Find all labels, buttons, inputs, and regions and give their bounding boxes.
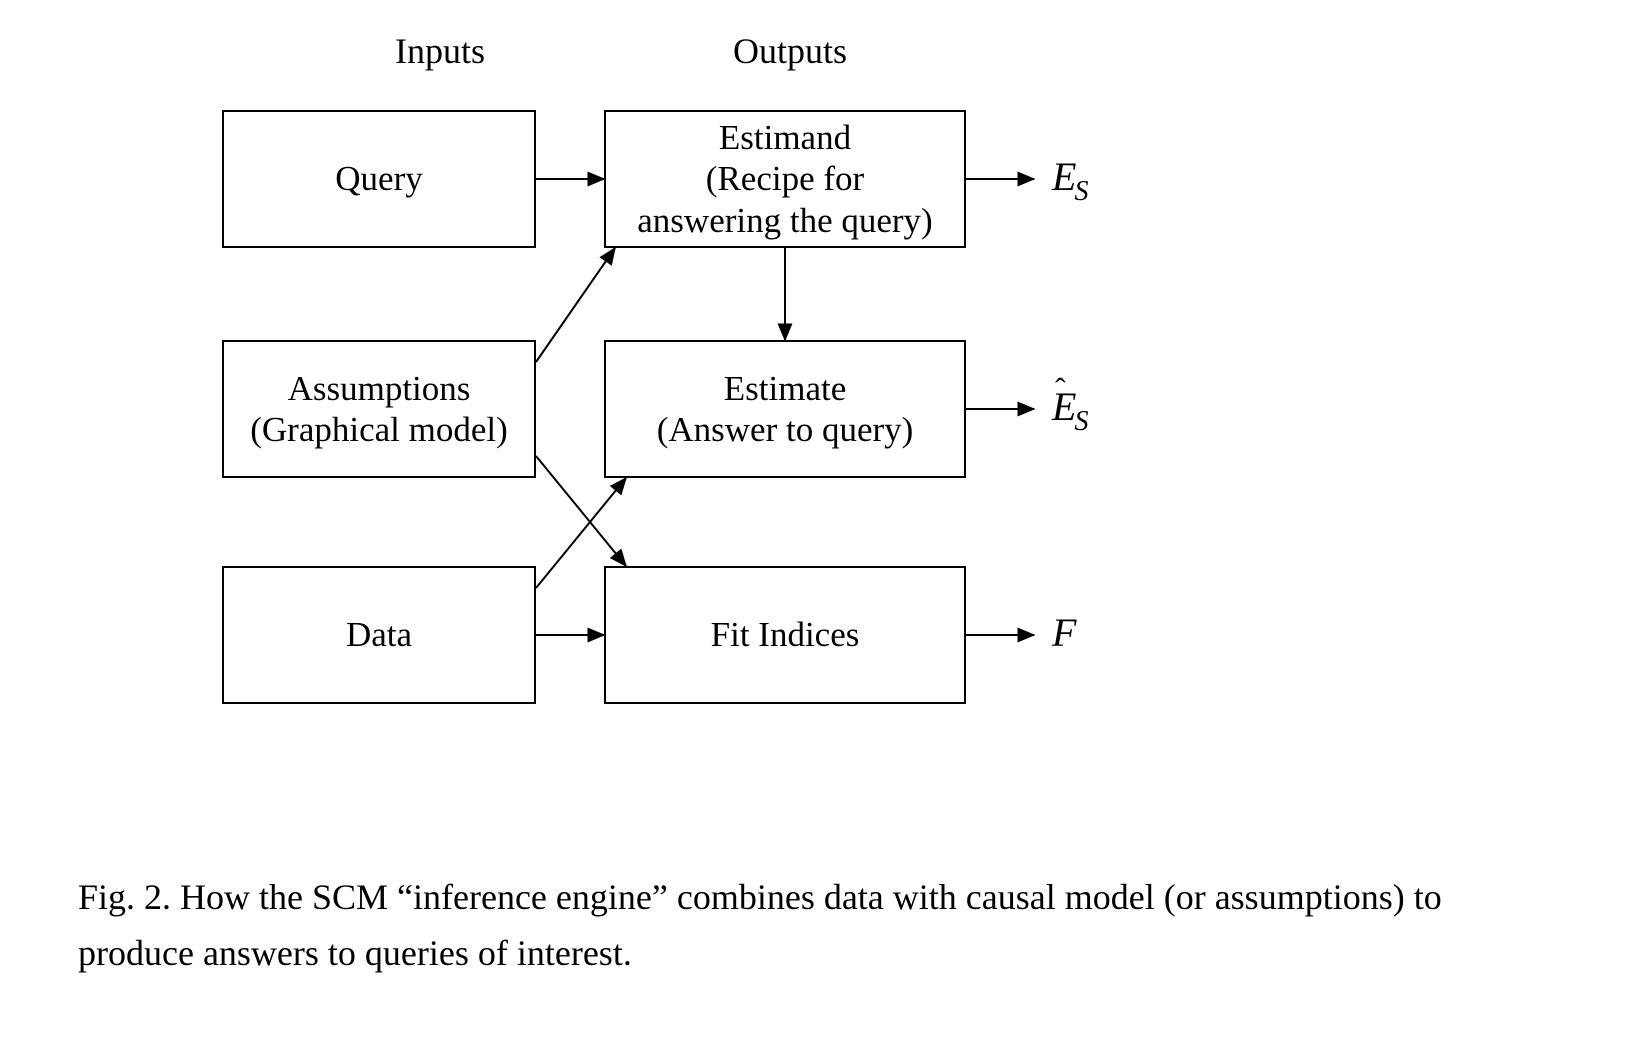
output-ES-sub: S: [1074, 176, 1088, 207]
node-fit: Fit Indices: [604, 566, 966, 704]
output-EhatS: ˆ ES: [1052, 383, 1090, 432]
output-ES-main: E: [1052, 154, 1076, 199]
node-estimand: Estimand (Recipe for answering the query…: [604, 110, 966, 248]
output-F-main: F: [1052, 610, 1076, 655]
node-assumptions: Assumptions (Graphical model): [222, 340, 536, 478]
output-EhatS-sub: S: [1074, 406, 1088, 437]
node-query-label: Query: [335, 158, 422, 199]
diagram-stage: Inputs Outputs Query Assumptions (Graphi…: [0, 0, 1628, 1048]
output-F: F: [1052, 609, 1076, 656]
node-estimand-label: Estimand (Recipe for answering the query…: [637, 117, 932, 241]
node-estimate-label: Estimate (Answer to query): [657, 368, 914, 451]
header-inputs: Inputs: [340, 30, 540, 72]
node-assumptions-label: Assumptions (Graphical model): [250, 368, 508, 451]
node-fit-label: Fit Indices: [711, 614, 860, 655]
node-estimate: Estimate (Answer to query): [604, 340, 966, 478]
figure-caption: Fig. 2. How the SCM “inference engine” c…: [78, 870, 1558, 982]
output-EhatS-hat: ˆ: [1055, 371, 1066, 408]
header-outputs: Outputs: [690, 30, 890, 72]
node-data: Data: [222, 566, 536, 704]
node-query: Query: [222, 110, 536, 248]
output-ES: ES: [1052, 153, 1090, 202]
node-data-label: Data: [346, 614, 412, 655]
